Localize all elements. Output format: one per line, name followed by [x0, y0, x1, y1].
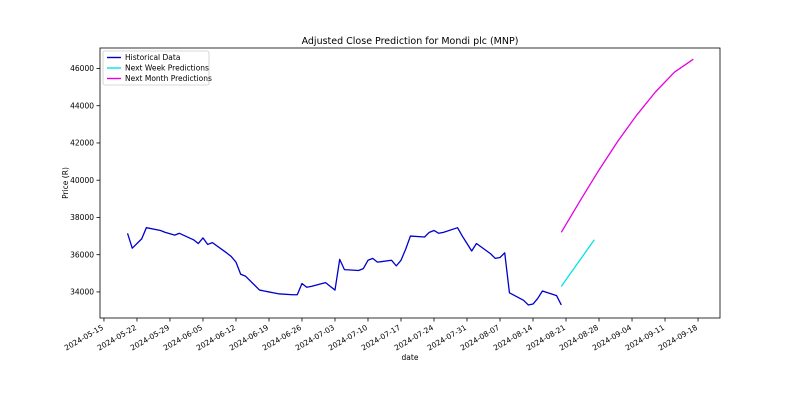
x-axis-label: date — [402, 353, 419, 362]
legend: Historical Data Next Week PredictionsNext… — [102, 50, 212, 86]
y-tick-label: 46000 — [70, 64, 94, 73]
legend-label-next-week-predictions: Next Week Predictions — [125, 64, 209, 73]
y-tick-label: 38000 — [70, 213, 94, 222]
y-tick-label: 36000 — [70, 250, 94, 259]
y-tick-label: 44000 — [70, 101, 94, 110]
y-axis-label: Price (R) — [61, 167, 70, 199]
y-axis: 34000 36000 38000 40000 42000 44000 46000 — [70, 64, 100, 297]
legend-label-next-month-predictions: Next Month Predictions — [125, 74, 212, 83]
series-line-next-week-predictions — [560, 239, 595, 287]
y-tick-label: 40000 — [70, 176, 94, 185]
legend-label-historical-data: Historical Data — [125, 53, 180, 62]
legend-box — [102, 50, 210, 86]
chart-title: Adjusted Close Prediction for Mondi plc … — [302, 36, 519, 47]
y-tick-label: 34000 — [70, 288, 94, 297]
plot-frame — [99, 47, 721, 319]
x-axis: 2024-05-152024-05-222024-05-292024-06-05… — [63, 318, 699, 353]
y-tick-label: 42000 — [70, 139, 94, 148]
series-layer — [126, 58, 694, 306]
series-line-historical-data — [126, 227, 562, 306]
series-line-next-month-predictions — [560, 58, 694, 233]
